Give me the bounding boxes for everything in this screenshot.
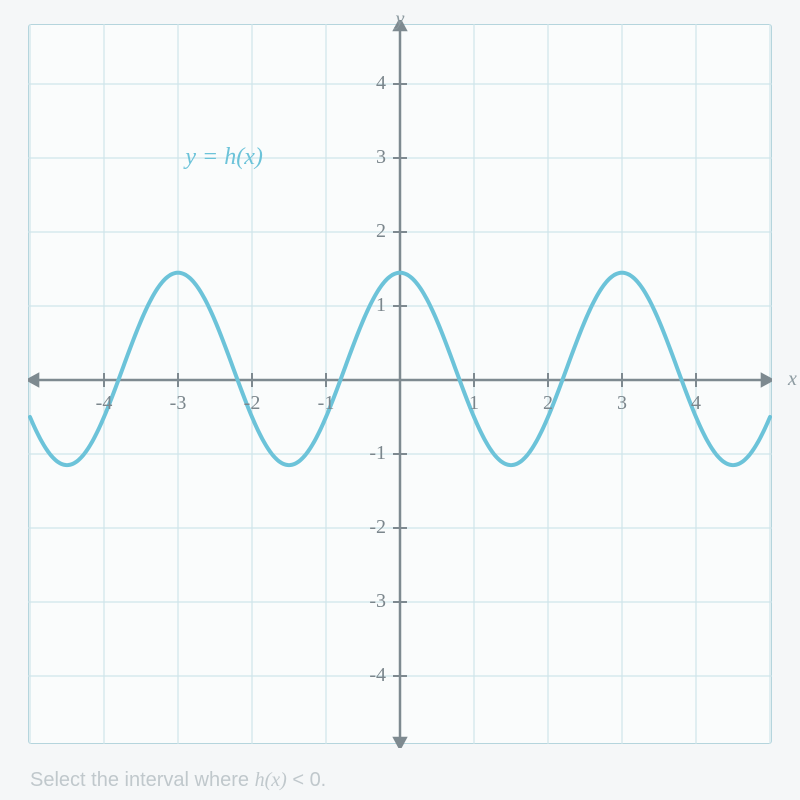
tick-label: 3	[617, 392, 627, 415]
tick-label: -4	[369, 664, 386, 687]
coordinate-plane	[28, 20, 772, 748]
equation-label: y = h(x)	[185, 144, 262, 171]
tick-label: 3	[376, 146, 386, 169]
question-prefix: Select the interval where	[30, 769, 255, 791]
tick-label: -1	[318, 392, 335, 415]
tick-label: -3	[369, 590, 386, 613]
tick-label: -3	[170, 392, 187, 415]
tick-label: 2	[543, 392, 553, 415]
tick-label: -4	[96, 392, 113, 415]
tick-label: 4	[691, 392, 701, 415]
tick-label: -2	[369, 516, 386, 539]
tick-label: 4	[376, 72, 386, 95]
tick-label: 2	[376, 220, 386, 243]
axis-label-x: x	[788, 368, 797, 391]
tick-label: -1	[369, 442, 386, 465]
question-op: <	[287, 769, 310, 791]
tick-label: -2	[244, 392, 261, 415]
axis-label-y: y	[396, 8, 405, 31]
tick-label: 1	[376, 294, 386, 317]
tick-label: 1	[469, 392, 479, 415]
axes	[28, 20, 772, 748]
question-prompt: Select the interval where h(x) < 0.	[30, 769, 326, 792]
question-rhs: 0.	[310, 769, 327, 791]
question-expr: h(x)	[255, 769, 287, 791]
graph-container: y y = h(x) -4-3-2-112341234-1-2-3-4 x	[28, 20, 772, 764]
